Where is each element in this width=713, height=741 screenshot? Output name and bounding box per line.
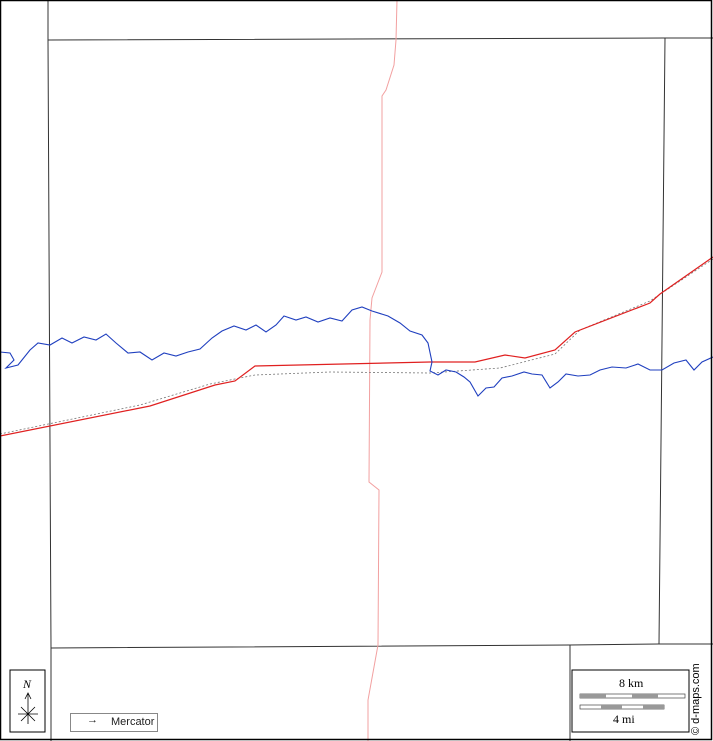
north-arrow-icon [18, 692, 38, 724]
local-road-line [367, 0, 398, 741]
scale-bar-mi [579, 704, 665, 710]
county-line-bottom [50, 643, 660, 649]
scale-box [571, 669, 690, 733]
north-label: N [23, 677, 32, 691]
scale-mi-label: 4 mi [613, 712, 635, 726]
county-line-right [658, 37, 713, 645]
highway-line [0, 256, 713, 437]
railway-line [0, 258, 713, 435]
county-line-left [47, 0, 52, 741]
county-line-top [47, 37, 713, 41]
credit-text: © d-maps.com [690, 663, 702, 735]
scale-km-label: 8 km [619, 676, 644, 690]
county-boundaries [47, 0, 713, 741]
projection-box: → Mercator [70, 713, 158, 732]
scale-bar-km [579, 693, 686, 699]
river-line [0, 306, 713, 397]
projection-label: Mercator [111, 716, 155, 728]
north-arrow-box [9, 669, 46, 733]
projection-arrow: → [87, 714, 98, 726]
